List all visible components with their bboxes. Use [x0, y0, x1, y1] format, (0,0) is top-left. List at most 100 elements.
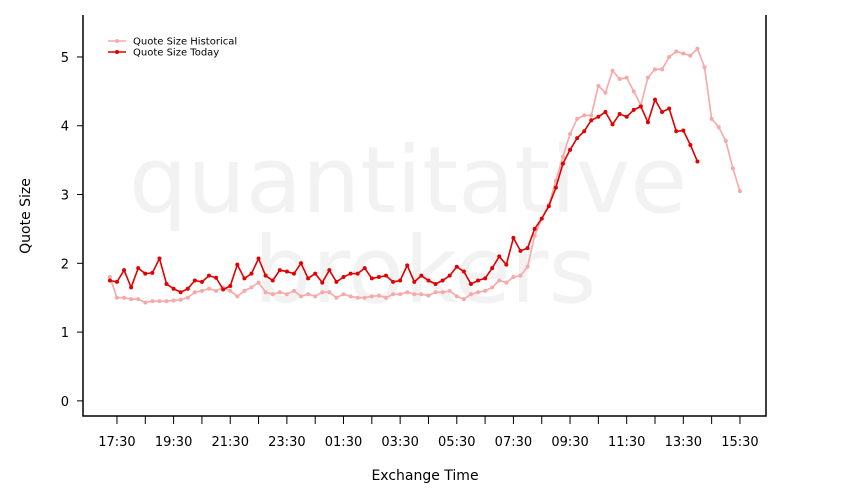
data-point	[199, 279, 204, 284]
data-point	[426, 293, 431, 298]
data-point	[284, 292, 289, 297]
data-point	[674, 49, 679, 54]
data-point	[369, 276, 374, 281]
data-point	[730, 166, 735, 171]
data-point	[709, 116, 714, 121]
data-point	[150, 299, 155, 304]
data-point	[539, 216, 544, 221]
y-tick-label: 3	[61, 189, 69, 204]
data-point	[306, 276, 311, 281]
data-point	[383, 273, 388, 278]
data-point	[129, 285, 134, 290]
data-point	[199, 288, 204, 293]
data-point	[178, 290, 183, 295]
data-point	[277, 268, 282, 273]
x-tick-label: 01:30	[325, 435, 362, 450]
data-point	[277, 290, 282, 295]
data-point	[178, 297, 183, 302]
data-point	[447, 273, 452, 278]
data-point	[369, 294, 374, 299]
y-tick-label: 4	[61, 120, 69, 135]
data-point	[313, 271, 318, 276]
data-point	[228, 288, 233, 293]
y-tick-label: 2	[61, 257, 69, 272]
data-point	[185, 286, 190, 291]
data-point	[638, 104, 643, 109]
data-point	[631, 107, 636, 112]
data-point	[433, 290, 438, 295]
data-point	[454, 294, 459, 299]
data-point	[313, 294, 318, 299]
data-point	[221, 287, 226, 292]
data-point	[447, 288, 452, 293]
data-point	[589, 118, 594, 123]
x-tick-label: 19:30	[155, 435, 192, 450]
data-point	[136, 297, 141, 302]
watermark: brokers	[254, 217, 597, 324]
data-point	[214, 288, 219, 293]
data-point	[440, 278, 445, 283]
data-point	[596, 114, 601, 119]
data-point	[398, 278, 403, 283]
data-point	[497, 278, 502, 283]
data-point	[192, 290, 197, 295]
data-point	[553, 185, 558, 190]
data-point	[660, 67, 665, 72]
data-point	[157, 299, 162, 304]
data-point	[575, 116, 580, 121]
data-point	[263, 290, 268, 295]
data-point	[419, 273, 424, 278]
y-axis-label: Quote Size	[18, 178, 34, 254]
data-point	[476, 278, 481, 283]
data-point	[624, 114, 629, 119]
y-tick-label: 1	[61, 326, 69, 341]
data-point	[299, 261, 304, 266]
data-point	[263, 273, 268, 278]
data-point	[667, 106, 672, 111]
data-point	[532, 226, 537, 231]
data-point	[568, 131, 573, 136]
data-point	[468, 292, 473, 297]
data-point	[235, 262, 240, 267]
data-point	[242, 276, 247, 281]
data-point	[518, 248, 523, 253]
data-point	[242, 288, 247, 293]
data-point	[490, 266, 495, 271]
data-point	[476, 290, 481, 295]
data-point	[376, 275, 381, 280]
data-point	[582, 113, 587, 118]
data-point	[695, 159, 700, 164]
data-point	[256, 280, 261, 285]
data-point	[624, 75, 629, 80]
data-point	[334, 295, 339, 300]
data-point	[617, 76, 622, 81]
data-point	[568, 147, 573, 152]
data-point	[291, 271, 296, 276]
data-point	[122, 268, 127, 273]
x-tick-label: 23:30	[268, 435, 305, 450]
data-point	[362, 266, 367, 271]
data-point	[107, 275, 112, 280]
data-point	[348, 294, 353, 299]
data-point	[171, 298, 176, 303]
x-tick-label: 03:30	[381, 435, 418, 450]
data-point	[645, 120, 650, 125]
data-point	[143, 271, 148, 276]
data-point	[511, 235, 516, 240]
data-point	[511, 275, 516, 280]
data-point	[419, 292, 424, 297]
data-point	[582, 129, 587, 134]
data-point	[674, 129, 679, 134]
data-point	[192, 278, 197, 283]
x-tick-label: 05:30	[438, 435, 475, 450]
data-point	[355, 271, 360, 276]
data-point	[398, 292, 403, 297]
data-point	[136, 266, 141, 271]
data-point	[207, 273, 212, 278]
data-point	[306, 292, 311, 297]
data-point	[405, 290, 410, 295]
data-point	[560, 161, 565, 166]
data-point	[334, 279, 339, 284]
x-tick-label: 11:30	[608, 435, 645, 450]
